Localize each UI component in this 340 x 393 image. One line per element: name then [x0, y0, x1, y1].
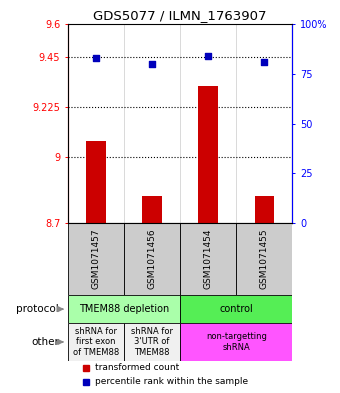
Bar: [180, 295, 292, 323]
Bar: [255, 196, 274, 224]
Bar: [124, 323, 180, 360]
Bar: [86, 141, 106, 224]
Bar: [124, 224, 180, 295]
Text: other: other: [31, 337, 59, 347]
Bar: [199, 86, 218, 224]
Text: shRNA for
3'UTR of
TMEM88: shRNA for 3'UTR of TMEM88: [131, 327, 173, 357]
Text: non-targetting
shRNA: non-targetting shRNA: [206, 332, 267, 352]
Text: GSM1071457: GSM1071457: [91, 229, 101, 290]
Text: TMEM88 depletion: TMEM88 depletion: [79, 304, 169, 314]
Bar: [68, 323, 124, 360]
Text: GSM1071455: GSM1071455: [260, 229, 269, 290]
Text: GSM1071454: GSM1071454: [204, 229, 213, 289]
Text: shRNA for
first exon
of TMEM88: shRNA for first exon of TMEM88: [73, 327, 119, 357]
Point: [149, 61, 155, 67]
Point: [261, 59, 267, 65]
Bar: [180, 224, 236, 295]
Bar: [142, 196, 162, 224]
Text: GSM1071456: GSM1071456: [148, 229, 157, 290]
Point: [205, 52, 211, 59]
Bar: [68, 224, 124, 295]
Text: transformed count: transformed count: [95, 363, 179, 372]
Bar: [236, 224, 292, 295]
Bar: [180, 323, 292, 360]
Text: percentile rank within the sample: percentile rank within the sample: [95, 377, 248, 386]
Title: GDS5077 / ILMN_1763907: GDS5077 / ILMN_1763907: [94, 9, 267, 22]
Text: protocol: protocol: [16, 304, 59, 314]
Text: control: control: [219, 304, 253, 314]
Bar: [68, 295, 180, 323]
Point: [93, 54, 99, 61]
